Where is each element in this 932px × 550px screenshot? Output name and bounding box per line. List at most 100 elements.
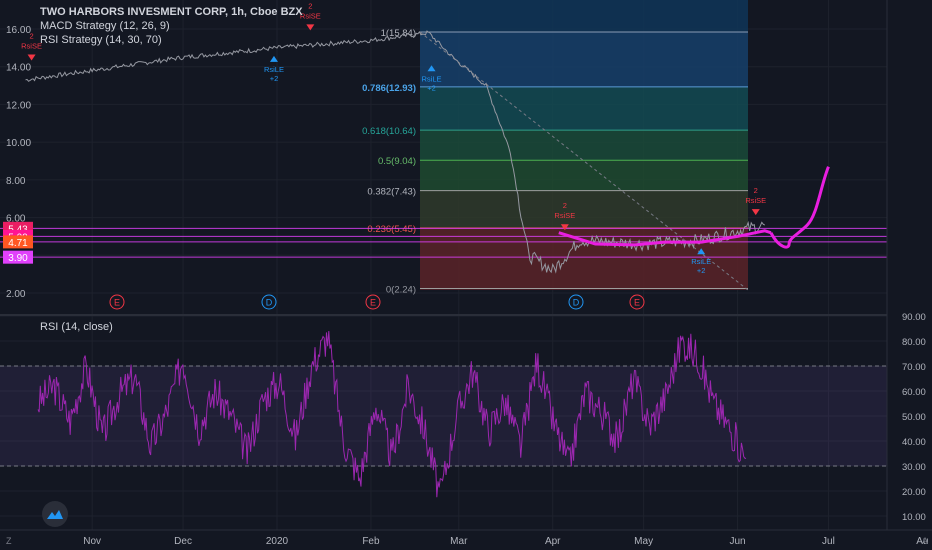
price-tag-bg xyxy=(3,235,33,249)
price-tick-label: 6.00 xyxy=(6,214,26,225)
rsi-tick-label: 30.00 xyxy=(902,462,926,473)
price-axis: 90.00 80.00 70.00 60.00 50.00 40.00 30.00 20.00… xyxy=(886,0,932,550)
sell-signal-arrow xyxy=(306,24,315,31)
rsi-tick-label: 10.00 xyxy=(902,512,926,523)
rsi-tick-label: 80.00 xyxy=(902,337,926,348)
event-circle xyxy=(629,294,645,310)
signal-count: +2 xyxy=(427,83,436,92)
fib-zone xyxy=(420,0,748,33)
price-tick-label: 14.00 xyxy=(6,63,31,74)
signal-label: RsiLE xyxy=(422,74,442,83)
time-tick-label: 2020 xyxy=(266,536,289,547)
chart-legend: TWO HARBORS INVESMENT CORP, 1h, Cboe BZX… xyxy=(40,5,303,47)
signal-count: +2 xyxy=(697,266,706,275)
signal-count: +2 xyxy=(270,74,279,83)
signal-count: 2 xyxy=(754,186,758,195)
rsi-band-fill xyxy=(0,366,887,466)
event-circle xyxy=(109,294,125,310)
price-tag-bg xyxy=(3,250,33,264)
symbol-title: TWO HARBORS INVESMENT CORP, 1h, Cboe BZX xyxy=(40,6,303,18)
projection-curve xyxy=(769,166,830,249)
fib-level-label: 0.618(10.64) xyxy=(362,126,416,137)
earnings-event-marker: E xyxy=(629,294,645,310)
auto-scale-icon: A xyxy=(922,536,928,546)
rsi-tick-label: 50.00 xyxy=(902,412,926,423)
signal-count: 2 xyxy=(29,31,33,40)
timezone-icon: Z xyxy=(6,536,12,546)
fib-level-label: 0.786(12.93) xyxy=(362,83,416,94)
fibonacci-retracement: 1(15.84) 0.786(12.93) 0.618(10.64) 0.5(9.04… xyxy=(362,0,749,295)
axis-background xyxy=(887,0,932,550)
time-tick-label: May xyxy=(634,536,653,547)
rsi-line xyxy=(37,330,747,498)
sell-signal-arrow xyxy=(560,224,569,231)
rsi-tick-label: 90.00 xyxy=(902,312,926,323)
rsi-tick-label: 70.00 xyxy=(902,362,926,373)
sell-signal-arrow xyxy=(751,209,760,216)
price-tick-label: 8.00 xyxy=(6,176,26,187)
signal-count: 2 xyxy=(308,1,312,10)
rsi-tick-label: 20.00 xyxy=(902,487,926,498)
time-tick-label: Feb xyxy=(362,536,380,547)
sell-signal-arrow xyxy=(27,54,36,61)
fib-zone xyxy=(420,288,748,290)
event-label: E xyxy=(634,298,640,308)
price-tag-label: 5.43 xyxy=(8,224,28,235)
smoothed-trend-line xyxy=(558,229,772,247)
price-series xyxy=(25,30,766,274)
earnings-event-marker: E xyxy=(109,294,125,310)
fib-zone xyxy=(420,227,748,289)
time-tick-label: Jun xyxy=(729,536,745,547)
time-tick-label: Jul xyxy=(822,536,835,547)
signal-label: RsiSE xyxy=(745,196,766,205)
time-tick-label: Apr xyxy=(545,536,561,547)
price-tick-label: 12.00 xyxy=(6,100,31,111)
price-tag: 4.71 xyxy=(3,235,33,249)
event-circle xyxy=(568,294,584,310)
fib-level-label: 0.236(5.45) xyxy=(367,224,416,235)
signal-label: RsiSE xyxy=(300,11,321,20)
fib-zone xyxy=(420,86,748,131)
event-circle xyxy=(261,294,277,310)
price-tick-label: 2.00 xyxy=(6,289,26,300)
time-tick-label: Nov xyxy=(83,536,101,547)
fib-zone xyxy=(420,190,748,228)
price-tick-label: 10.00 xyxy=(6,138,31,149)
macd-strategy-label: MACD Strategy (12, 26, 9) xyxy=(40,20,170,32)
signal-label: RsiLE xyxy=(691,257,711,266)
signal-label: RsiLE xyxy=(264,65,284,74)
buy-signal-arrow xyxy=(269,55,278,62)
event-label: E xyxy=(114,298,120,308)
time-tick-label: Au xyxy=(916,536,928,547)
buy-signal-arrow xyxy=(427,65,436,72)
signal-count: 2 xyxy=(563,201,567,210)
event-label: E xyxy=(370,298,376,308)
dividend-event-marker: D xyxy=(568,294,584,310)
signal-label: RsiSE xyxy=(554,211,575,220)
price-tick-label: 16.00 xyxy=(6,25,31,36)
time-tick-label: Mar xyxy=(450,536,468,547)
fib-level-label: 1(15.84) xyxy=(381,28,416,39)
tradingview-logo-icon[interactable] xyxy=(42,501,68,527)
rsi-indicator-label: RSI (14, close) xyxy=(40,321,113,333)
fib-zone xyxy=(420,32,748,87)
event-circle xyxy=(365,294,381,310)
fib-level-label: 0.5(9.04) xyxy=(378,156,416,167)
price-tag: 3.90 xyxy=(3,250,33,264)
fib-zone xyxy=(420,160,748,191)
fib-level-label: 0(2.24) xyxy=(386,284,416,295)
price-tag-label: 4.71 xyxy=(8,238,28,249)
rsi-strategy-label: RSI Strategy (14, 30, 70) xyxy=(40,34,162,46)
rsi-panel xyxy=(0,330,887,498)
earnings-event-marker: E xyxy=(365,294,381,310)
dividend-event-marker: D xyxy=(261,294,277,310)
event-label: D xyxy=(266,298,273,308)
signal-label: RsiSE xyxy=(21,41,42,50)
buy-signal-arrow xyxy=(697,248,706,255)
event-label: D xyxy=(573,298,580,308)
rsi-tick-label: 60.00 xyxy=(902,387,926,398)
rsi-tick-label: 40.00 xyxy=(902,437,926,448)
